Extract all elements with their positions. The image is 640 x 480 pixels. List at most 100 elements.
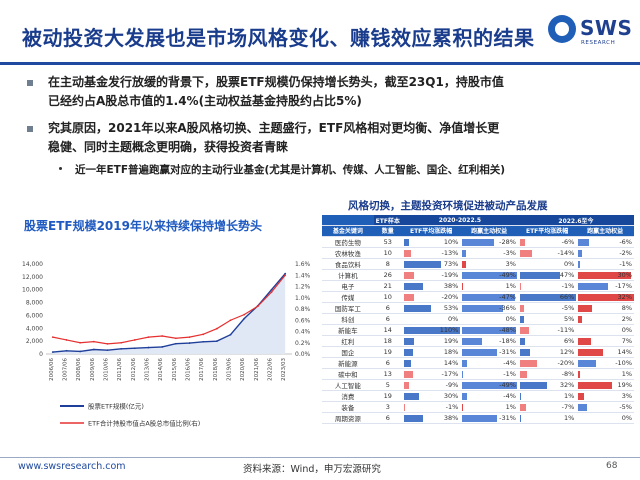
row-keyword: 科创 bbox=[322, 313, 374, 325]
etf-return-b-bar bbox=[519, 238, 526, 246]
etf-avg-header-a: ETF平均涨跌幅 bbox=[401, 225, 461, 237]
table-corner bbox=[322, 215, 374, 227]
excess-return-a-bar bbox=[462, 370, 464, 378]
excess-return-a: -3% bbox=[460, 247, 518, 259]
y-left-tick-label: 6,000 bbox=[26, 312, 43, 319]
excess-return-a: 1% bbox=[460, 401, 518, 413]
scale-point bbox=[120, 347, 123, 350]
y-left-tick-label: 4,000 bbox=[26, 325, 43, 332]
etf-return-b-value: 32% bbox=[559, 380, 575, 389]
row-keyword: 人工智能 bbox=[322, 379, 374, 391]
table-row: 传媒 10 -20% -47% 66% 32% bbox=[322, 291, 635, 303]
row-count: 3 bbox=[373, 401, 402, 413]
y-right-tick-label: 0.4% bbox=[295, 329, 311, 336]
excess-return-b: 14% bbox=[576, 346, 634, 358]
etf-return-b-value: -11% bbox=[557, 325, 575, 334]
etf-return-b-bar bbox=[519, 414, 521, 422]
scale-point bbox=[188, 342, 191, 344]
y-right-tick-label: 1.2% bbox=[295, 284, 311, 291]
etf-return-b-bar bbox=[519, 370, 527, 378]
etf-return-a: 19% bbox=[401, 335, 461, 347]
excess-return-a-bar bbox=[462, 271, 518, 279]
etf-return-b: 1% bbox=[517, 390, 577, 402]
excess-return-b-value: -10% bbox=[615, 358, 632, 367]
excess-return-a-bar bbox=[462, 414, 498, 422]
excess-return-b: -1% bbox=[576, 258, 634, 270]
etf-return-a-bar bbox=[403, 238, 410, 246]
excess-return-b-bar bbox=[578, 238, 589, 246]
excess-return-b: 30% bbox=[576, 269, 634, 281]
etf-return-b: 32% bbox=[517, 379, 577, 391]
excess-return-a-bar bbox=[462, 348, 498, 356]
excess-return-a: -28% bbox=[460, 236, 518, 248]
count-header: 数量 bbox=[373, 225, 402, 237]
ratio-point bbox=[79, 341, 82, 344]
excess-return-a-value: -47% bbox=[499, 292, 516, 301]
etf-return-a: -17% bbox=[401, 368, 461, 380]
etf-return-a: 0% bbox=[401, 313, 461, 325]
x-tick-label: 2012/06 bbox=[131, 358, 137, 381]
excess-return-b-value: -6% bbox=[619, 237, 632, 246]
ratio-point bbox=[65, 339, 68, 341]
excess-return-a-value: -1% bbox=[503, 369, 516, 378]
etf-return-a-bar bbox=[403, 260, 442, 268]
bullet-icon bbox=[27, 80, 33, 86]
footer-url-link[interactable]: www.swsresearch.com bbox=[18, 461, 126, 472]
etf-return-b-value: 1% bbox=[564, 391, 575, 400]
etf-return-b-bar bbox=[519, 326, 530, 334]
etf-return-a-value: -20% bbox=[441, 292, 459, 301]
title-divider bbox=[0, 62, 640, 65]
excess-return-a: -31% bbox=[460, 412, 518, 424]
etf-return-a-value: 53% bbox=[443, 303, 459, 312]
x-tick-label: 2022/06 bbox=[268, 358, 274, 381]
etf-return-b-value: -7% bbox=[561, 402, 575, 411]
table-row: 国企 19 18% -31% 12% 14% bbox=[322, 346, 634, 358]
excess-return-b-bar bbox=[578, 359, 596, 367]
ratio-point bbox=[188, 336, 191, 339]
etf-return-a-value: -17% bbox=[441, 369, 459, 378]
scale-point bbox=[174, 342, 177, 345]
etf-return-a: 73% bbox=[401, 258, 461, 270]
row-count: 8 bbox=[373, 258, 402, 270]
excess-return-a-bar bbox=[462, 359, 467, 367]
y-left-tick-label: 2,000 bbox=[26, 338, 43, 345]
etf-return-a-value: 73% bbox=[443, 259, 459, 268]
excess-return-a: -1% bbox=[460, 368, 518, 380]
period-b-header: 2022.6至今 bbox=[517, 215, 634, 227]
row-count: 14 bbox=[373, 324, 402, 336]
excess-return-b: 3% bbox=[576, 390, 634, 402]
ratio-point bbox=[161, 335, 164, 337]
ratio-point bbox=[51, 336, 54, 339]
legend-label-scale: 股票ETF规模(亿元) bbox=[88, 402, 144, 411]
excess-return-b: 0% bbox=[576, 412, 634, 424]
legend-label-ratio: ETF合计持股市值占A股总市值比例(右) bbox=[88, 419, 200, 428]
x-tick-label: 2020/06 bbox=[240, 358, 246, 381]
excess-return-a-value: -48% bbox=[499, 325, 516, 334]
ratio-point bbox=[133, 339, 136, 341]
row-count: 19 bbox=[373, 390, 402, 402]
excess-return-a: -4% bbox=[460, 357, 518, 369]
excess-return-a-value: 0% bbox=[505, 314, 516, 323]
etf-return-a: 18% bbox=[401, 346, 461, 358]
etf-return-a-bar bbox=[403, 249, 411, 257]
etf-return-b-bar bbox=[519, 403, 526, 411]
excess-return-a-value: -49% bbox=[499, 380, 516, 389]
table-row: 碳中和 13 -17% -1% -8% 1% bbox=[322, 368, 634, 380]
excess-return-b-bar bbox=[578, 370, 581, 378]
table-row: 国防军工 6 53% -36% -5% 8% bbox=[322, 302, 634, 314]
excess-return-a-bar bbox=[462, 403, 464, 411]
table-row: 食品饮料 8 73% 3% 0% -1% bbox=[322, 258, 634, 270]
etf-return-a-value: 38% bbox=[443, 413, 459, 422]
row-count: 21 bbox=[373, 280, 402, 292]
excess-return-a-bar bbox=[462, 381, 518, 389]
etf-return-a-value: -1% bbox=[445, 402, 459, 411]
etf-return-b: -1% bbox=[517, 280, 577, 292]
excess-return-a-bar bbox=[462, 337, 483, 345]
scale-point bbox=[270, 288, 273, 291]
excess-return-a: -47% bbox=[460, 291, 518, 303]
y-right-tick-label: 0.6% bbox=[295, 317, 311, 324]
row-keyword: 食品饮料 bbox=[322, 258, 374, 270]
excess-return-b-bar bbox=[578, 260, 581, 268]
etf-return-a: -9% bbox=[401, 379, 461, 391]
bullet-text-2: 究其原因，2021年以来A股风格切换、主题盛行，ETF风格相对更均衡、净值增长更 bbox=[48, 121, 500, 135]
